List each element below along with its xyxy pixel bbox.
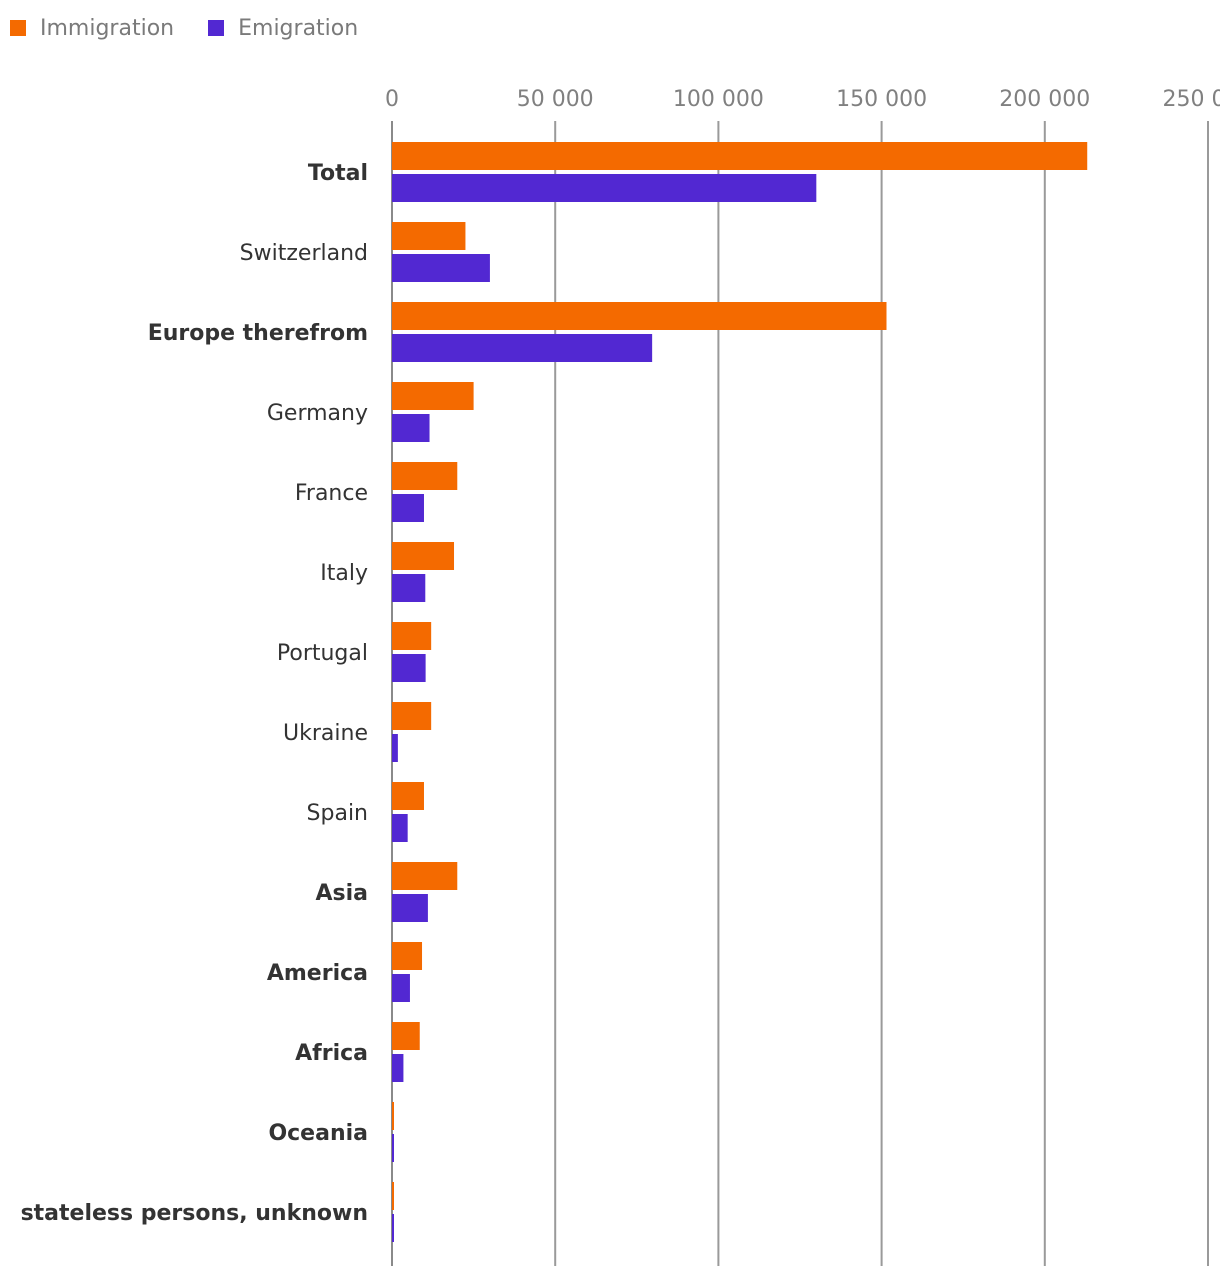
bar-emigration[interactable] (392, 1214, 394, 1242)
category-label: Asia (315, 881, 368, 906)
bar-emigration[interactable] (392, 1134, 394, 1162)
bar-emigration[interactable] (392, 414, 430, 442)
legend: Immigration Emigration (10, 12, 358, 44)
x-tick-label: 100 000 (673, 87, 764, 112)
bar-immigration[interactable] (392, 1182, 394, 1210)
legend-item-immigration[interactable]: Immigration (10, 16, 174, 41)
category-label: Oceania (268, 1121, 368, 1146)
category-label: stateless persons, unknown (21, 1201, 368, 1226)
category-label: Africa (295, 1041, 368, 1066)
bar-immigration[interactable] (392, 542, 455, 570)
bar-immigration[interactable] (392, 702, 432, 730)
bar-immigration[interactable] (392, 942, 423, 970)
bar-immigration[interactable] (392, 302, 887, 330)
legend-label-immigration: Immigration (40, 15, 175, 41)
category-label: Portugal (277, 641, 368, 666)
bar-emigration[interactable] (392, 254, 490, 282)
legend-item-emigration[interactable]: Emigration (208, 16, 358, 41)
category-label: Spain (307, 801, 368, 826)
x-tick-label: 50 000 (517, 87, 594, 112)
bar-emigration[interactable] (392, 1054, 404, 1082)
bar-immigration[interactable] (392, 1102, 394, 1130)
bar-emigration[interactable] (392, 654, 426, 682)
category-label: France (295, 481, 368, 506)
category-label: Italy (320, 561, 368, 586)
category-label: America (267, 961, 368, 986)
category-label: Ukraine (283, 721, 368, 746)
bar-emigration[interactable] (392, 894, 428, 922)
x-tick-label: 150 000 (836, 87, 927, 112)
bar-immigration[interactable] (392, 382, 474, 410)
bar-immigration[interactable] (392, 862, 458, 890)
x-tick-label: 200 000 (999, 87, 1090, 112)
bar-emigration[interactable] (392, 734, 398, 762)
bar-immigration[interactable] (392, 142, 1088, 170)
bar-immigration[interactable] (392, 222, 466, 250)
bar-immigration[interactable] (392, 462, 458, 490)
bar-emigration[interactable] (392, 334, 653, 362)
bar-immigration[interactable] (392, 1022, 420, 1050)
category-label: Switzerland (240, 241, 368, 266)
bar-emigration[interactable] (392, 814, 408, 842)
category-label: Germany (267, 401, 368, 426)
x-tick-label: 250 000 (1163, 87, 1220, 112)
legend-label-emigration: Emigration (238, 15, 359, 41)
x-tick-label: 0 (385, 87, 399, 112)
bar-immigration[interactable] (392, 622, 432, 650)
bar-emigration[interactable] (392, 174, 817, 202)
bar-immigration[interactable] (392, 782, 424, 810)
category-label: Europe therefrom (148, 321, 368, 346)
bar-emigration[interactable] (392, 494, 424, 522)
category-label: Total (308, 161, 368, 186)
bar-emigration[interactable] (392, 974, 410, 1002)
bar-emigration[interactable] (392, 574, 426, 602)
emigration-swatch-icon (208, 20, 225, 36)
immigration-swatch-icon (10, 20, 26, 36)
